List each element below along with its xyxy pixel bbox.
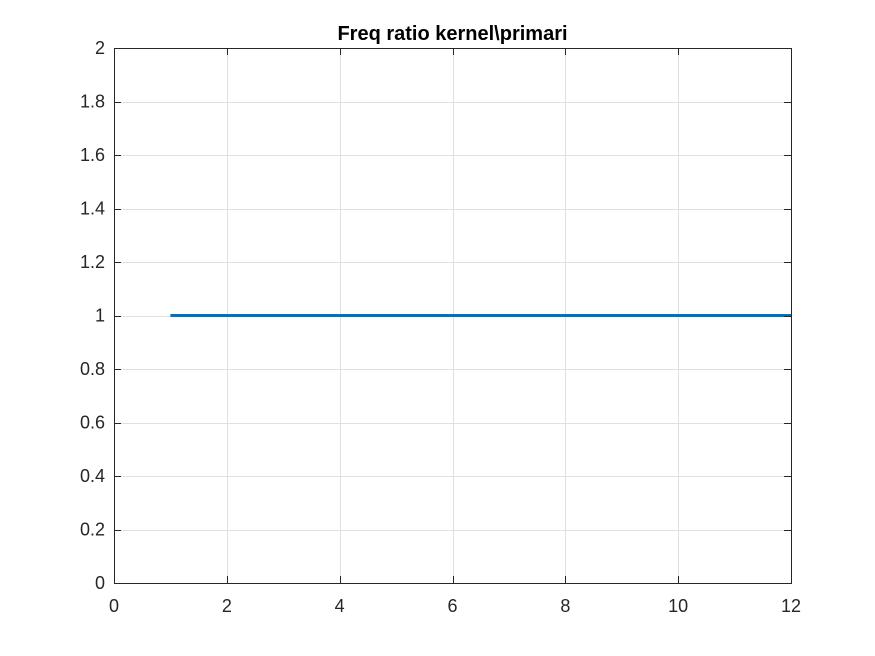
x-tick-label: 10 [668,596,688,616]
x-tick-label: 2 [222,596,232,616]
ticks [114,48,792,584]
grid-lines [114,48,791,583]
chart-title: Freq ratio kernel\primari [337,23,567,45]
y-tick-label: 0.6 [80,413,105,433]
x-tick-label: 6 [447,596,457,616]
y-tick-label: 0.8 [80,359,105,379]
y-tick-label: 0 [95,573,105,593]
y-tick-label: 1.4 [80,199,105,219]
axes: 0 2 4 6 8 10 12 0 0.2 0.4 0.6 0.8 1 1.2 1.4 1.6 1.8 2 [80,38,801,616]
tick-labels: 0 2 4 6 8 10 12 0 0.2 0.4 0.6 0.8 1 1.2 1.4 1.6 1.8 2 [80,38,801,616]
x-tick-label: 0 [109,596,119,616]
y-tick-label: 1.6 [80,145,105,165]
y-tick-label: 1.2 [80,252,105,272]
y-tick-label: 1.8 [80,92,105,112]
y-tick-label: 0.4 [80,466,105,486]
y-tick-label: 0.2 [80,520,105,540]
x-tick-label: 4 [335,596,345,616]
x-tick-label: 8 [560,596,570,616]
x-tick-label: 12 [781,596,801,616]
y-tick-label: 2 [95,38,105,58]
y-tick-label: 1 [95,306,105,326]
